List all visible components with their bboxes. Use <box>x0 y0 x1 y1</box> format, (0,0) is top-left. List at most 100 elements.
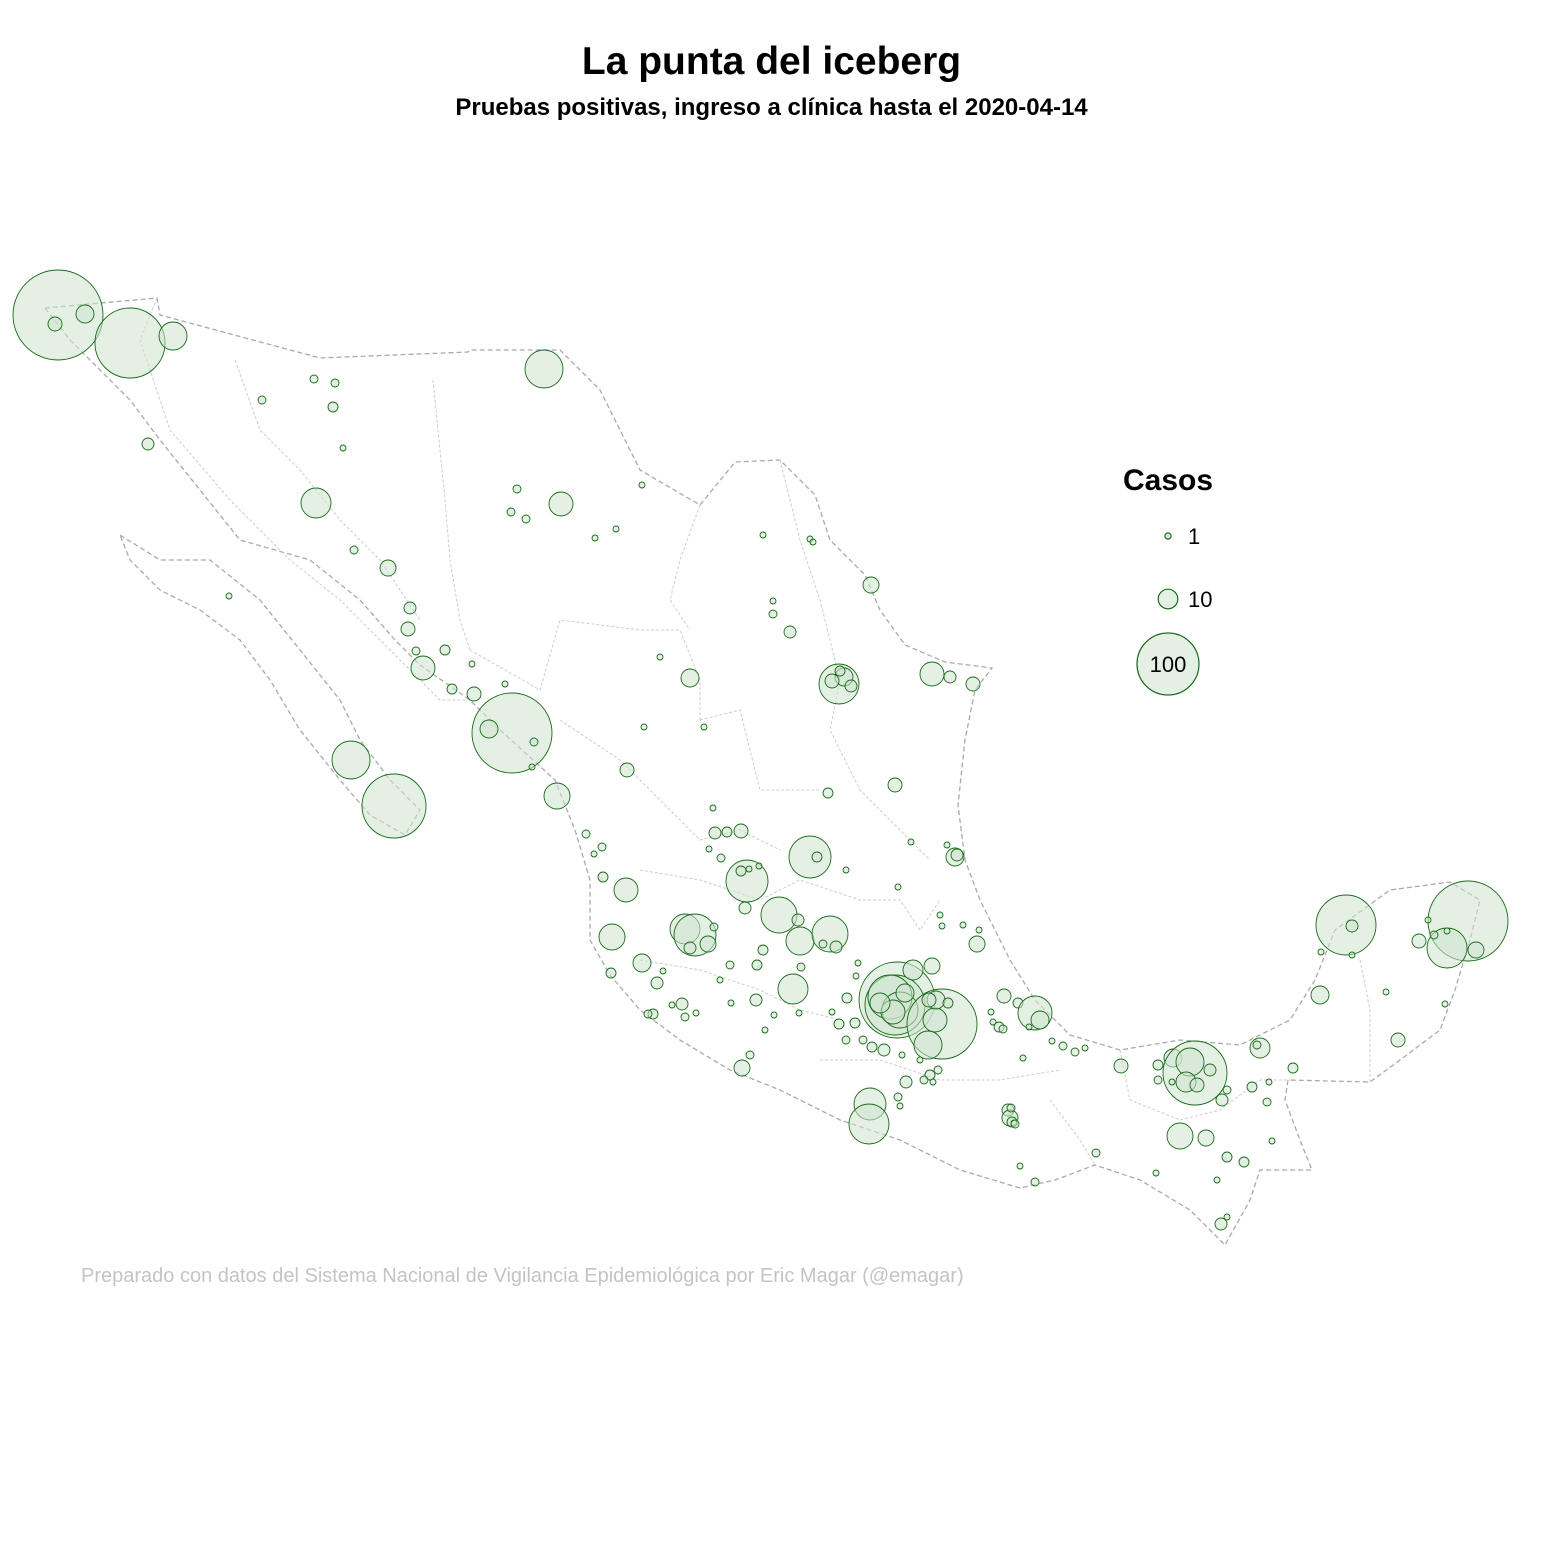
case-bubble <box>597 871 609 883</box>
case-bubble <box>410 655 436 681</box>
case-bubble <box>1441 1000 1449 1008</box>
case-bubble <box>479 719 499 739</box>
case-bubble <box>1411 933 1427 949</box>
case-bubble <box>1345 919 1359 933</box>
case-bubble <box>1189 1077 1205 1093</box>
case-bubble <box>1223 1213 1231 1221</box>
case-bubble <box>716 853 726 863</box>
case-bubble <box>640 723 648 731</box>
case-bubble <box>411 646 421 656</box>
case-bubble <box>1197 1129 1215 1147</box>
case-bubble <box>933 1065 943 1075</box>
case-bubble <box>1262 1097 1272 1107</box>
case-bubble <box>975 926 983 934</box>
case-bubble <box>548 491 574 517</box>
case-bubble <box>379 559 397 577</box>
case-bubble <box>327 401 339 413</box>
case-bubble <box>643 1009 653 1019</box>
case-bubble <box>598 923 626 951</box>
case-bubble <box>1016 1162 1024 1170</box>
case-bubble <box>331 740 371 780</box>
case-bubble <box>1152 1059 1164 1071</box>
case-bubble <box>524 349 564 389</box>
case-bubble <box>141 437 155 451</box>
case-bubble <box>899 1075 913 1089</box>
state-borders <box>139 297 1371 1166</box>
source-caption: Preparado con datos del Sistema Nacional… <box>81 1265 964 1287</box>
case-bubble <box>650 976 664 990</box>
case-bubble <box>1113 1058 1129 1074</box>
case-bubble <box>1382 988 1390 996</box>
case-bubble <box>822 787 834 799</box>
case-bubble <box>1152 1169 1160 1177</box>
case-bubble <box>828 1008 836 1016</box>
case-bubble <box>1265 1078 1273 1086</box>
case-bubble <box>1006 1103 1016 1113</box>
case-bubble <box>528 763 536 771</box>
baja-california-outline <box>118 533 421 836</box>
case-bubble <box>959 921 967 929</box>
case-bubbles <box>12 269 1509 1231</box>
case-bubble <box>1019 1054 1027 1062</box>
case-bubble <box>659 967 667 975</box>
case-bubble <box>1429 930 1439 940</box>
case-bubble <box>921 992 937 1008</box>
case-bubble <box>1025 1023 1033 1031</box>
case-bubble <box>581 829 591 839</box>
case-bubble <box>1213 1176 1221 1184</box>
case-bubble <box>785 926 815 956</box>
legend-label-100: 100 <box>1150 652 1187 677</box>
case-bubble <box>761 1026 769 1034</box>
case-bubble <box>656 653 664 661</box>
case-bubble <box>446 683 458 695</box>
case-bubble <box>597 842 607 852</box>
case-bubble <box>757 944 769 956</box>
legend-label-10: 10 <box>1188 587 1212 612</box>
case-bubble <box>1221 1151 1233 1163</box>
case-bubble <box>950 848 964 862</box>
case-bubble <box>468 660 476 668</box>
case-bubble <box>400 621 416 637</box>
case-bubble <box>893 1092 903 1102</box>
case-bubble <box>1010 1119 1020 1129</box>
case-bubble <box>987 1008 995 1016</box>
case-bubble <box>877 1043 891 1057</box>
case-bubble <box>1348 951 1356 959</box>
case-bubble <box>852 972 860 980</box>
case-bubble <box>709 804 717 812</box>
case-bubble <box>361 773 427 839</box>
case-bubble <box>94 307 166 379</box>
legend: Casos 1 10 100 <box>1123 464 1213 696</box>
case-bubble <box>339 444 347 452</box>
case-bubble <box>913 1030 943 1060</box>
case-bubble <box>1268 1137 1276 1145</box>
case-bubble <box>745 865 753 873</box>
case-bubble <box>708 826 722 840</box>
case-bubble <box>848 1103 890 1145</box>
case-bubble <box>916 1056 924 1064</box>
case-bubble <box>866 1041 878 1053</box>
map-title: La punta del iceberg <box>581 40 962 83</box>
case-bubble <box>501 680 509 688</box>
case-bubble <box>529 737 539 747</box>
case-bubble <box>842 866 850 874</box>
case-bubble <box>47 316 63 332</box>
legend-bubble-100 <box>1136 632 1200 696</box>
case-bubble <box>755 862 763 870</box>
case-bubble <box>968 935 986 953</box>
case-bubble <box>929 1078 937 1086</box>
case-bubble <box>1175 1047 1205 1077</box>
case-bubble <box>75 304 95 324</box>
case-bubble <box>1215 1093 1229 1107</box>
case-bubble <box>745 1050 755 1060</box>
case-bubble <box>1214 1217 1228 1231</box>
case-bubble <box>858 1035 868 1045</box>
case-bubble <box>1390 1032 1406 1048</box>
case-bubble <box>612 525 620 533</box>
case-bubble <box>996 988 1012 1004</box>
case-bubble <box>895 983 915 1003</box>
case-bubble <box>158 321 188 351</box>
case-bubble <box>680 1012 690 1022</box>
case-bubble <box>919 1075 929 1085</box>
